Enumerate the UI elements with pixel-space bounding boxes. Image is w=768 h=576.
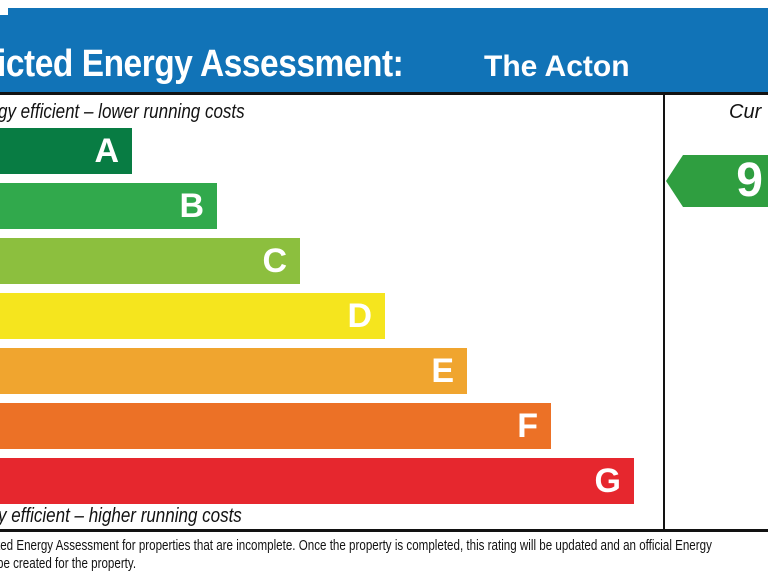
page-title: icted Energy Assessment: xyxy=(0,43,404,85)
current-rating-arrow: 9 xyxy=(666,155,768,207)
corner-notch xyxy=(0,8,8,15)
band-letter: E xyxy=(431,352,454,390)
band-letter: A xyxy=(94,132,119,170)
footnote-line-1: ted Energy Assessment for properties tha… xyxy=(0,538,712,554)
epc-band-g: G xyxy=(0,458,634,504)
band-letter: G xyxy=(594,462,621,500)
epc-band-a: A xyxy=(0,128,132,174)
band-letter: F xyxy=(517,407,538,445)
epc-band-c: C xyxy=(0,238,300,284)
property-name: The Acton xyxy=(484,50,630,83)
current-column-label: Cur xyxy=(729,101,762,123)
epc-band-e: E xyxy=(0,348,467,394)
top-axis-caption: gy efficient – lower running costs xyxy=(0,101,245,123)
epc-band-f: F xyxy=(0,403,551,449)
bottom-axis-caption: y efficient – higher running costs xyxy=(0,505,242,527)
epc-band-b: B xyxy=(0,183,217,229)
band-letter: B xyxy=(179,187,204,225)
epc-band-d: D xyxy=(0,293,385,339)
header-bar: icted Energy Assessment: The Acton xyxy=(0,8,768,95)
current-rating-value: 9 xyxy=(736,154,763,207)
band-letter: D xyxy=(347,297,372,335)
chart-bottom-border xyxy=(0,529,768,532)
band-letter: C xyxy=(262,242,287,280)
panel-divider xyxy=(663,95,665,529)
footnote-line-2: be created for the property. xyxy=(0,556,137,572)
